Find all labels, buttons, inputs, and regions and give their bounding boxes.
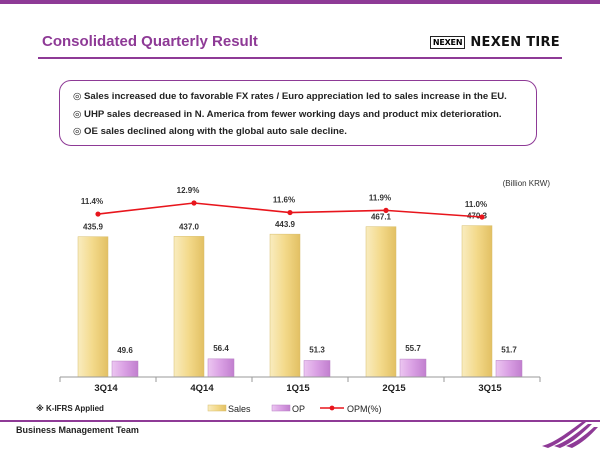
legend-sales-swatch bbox=[207, 404, 227, 412]
sales-label: 467.1 bbox=[371, 213, 392, 222]
page-title: Consolidated Quarterly Result bbox=[42, 33, 258, 50]
bottom-rule bbox=[0, 420, 600, 422]
x-tick-label: 2Q15 bbox=[382, 383, 406, 394]
op-bar bbox=[207, 358, 235, 378]
op-bar bbox=[303, 360, 331, 378]
summary-bullet-3: ◎ OE sales declined along with the globa… bbox=[73, 126, 347, 137]
summary-bullet-1: ◎ Sales increased due to favorable FX ra… bbox=[73, 91, 507, 102]
op-label: 55.7 bbox=[405, 344, 421, 353]
legend-opm-label: OPM(%) bbox=[347, 404, 382, 414]
opm-label: 11.6% bbox=[273, 196, 295, 205]
swoosh-logo-icon bbox=[542, 422, 598, 448]
opm-label: 11.0% bbox=[465, 200, 487, 209]
unit-label: (Billion KRW) bbox=[503, 179, 551, 188]
legend-opm-marker bbox=[329, 405, 335, 411]
x-tick-label: 3Q14 bbox=[94, 383, 118, 394]
x-tick-label: 4Q14 bbox=[190, 383, 214, 394]
footer-team: Business Management Team bbox=[16, 425, 139, 435]
logo-text: NEXEN TIRE bbox=[470, 35, 560, 50]
op-label: 51.7 bbox=[501, 345, 517, 354]
legend-op-label: OP bbox=[292, 404, 305, 414]
opm-point bbox=[479, 214, 485, 220]
sales-label: 437.0 bbox=[179, 222, 200, 231]
quarterly-result-chart: (Billion KRW) 435.9 49.6 437.0 56.4 443.9 51.… bbox=[36, 179, 551, 414]
opm-point bbox=[95, 211, 101, 217]
sales-bar bbox=[365, 226, 397, 378]
legend-op-swatch bbox=[271, 404, 291, 412]
opm-label: 11.4% bbox=[81, 197, 103, 206]
opm-point bbox=[191, 200, 197, 206]
sales-label: 435.9 bbox=[83, 223, 104, 232]
opm-label: 11.9% bbox=[369, 193, 391, 202]
title-rule bbox=[38, 57, 562, 59]
sales-bar bbox=[461, 225, 493, 378]
x-tick-label: 3Q15 bbox=[478, 383, 502, 394]
summary-box: ◎ Sales increased due to favorable FX ra… bbox=[59, 80, 537, 146]
nexen-logo: NEXEN NEXEN TIRE bbox=[429, 35, 560, 50]
op-label: 51.3 bbox=[309, 345, 325, 354]
summary-bullet-2: ◎ UHP sales decreased in N. America from… bbox=[73, 108, 502, 120]
op-label: 49.6 bbox=[117, 346, 133, 355]
x-tick-label: 1Q15 bbox=[286, 383, 310, 394]
sales-bar bbox=[173, 236, 205, 378]
sales-label: 443.9 bbox=[275, 220, 296, 229]
opm-point bbox=[287, 209, 293, 216]
top-rule bbox=[0, 0, 600, 4]
op-bar bbox=[495, 360, 523, 378]
op-bar bbox=[111, 360, 139, 378]
opm-label: 12.9% bbox=[177, 186, 200, 195]
sales-bar bbox=[77, 236, 109, 378]
legend-sales-label: Sales bbox=[228, 404, 251, 414]
opm-point bbox=[383, 207, 389, 213]
logo-badge: NEXEN bbox=[429, 36, 466, 49]
op-label: 56.4 bbox=[213, 344, 229, 353]
op-bar bbox=[399, 358, 427, 378]
footnote: ※ K-IFRS Applied bbox=[36, 403, 104, 413]
sales-bar bbox=[269, 233, 301, 378]
